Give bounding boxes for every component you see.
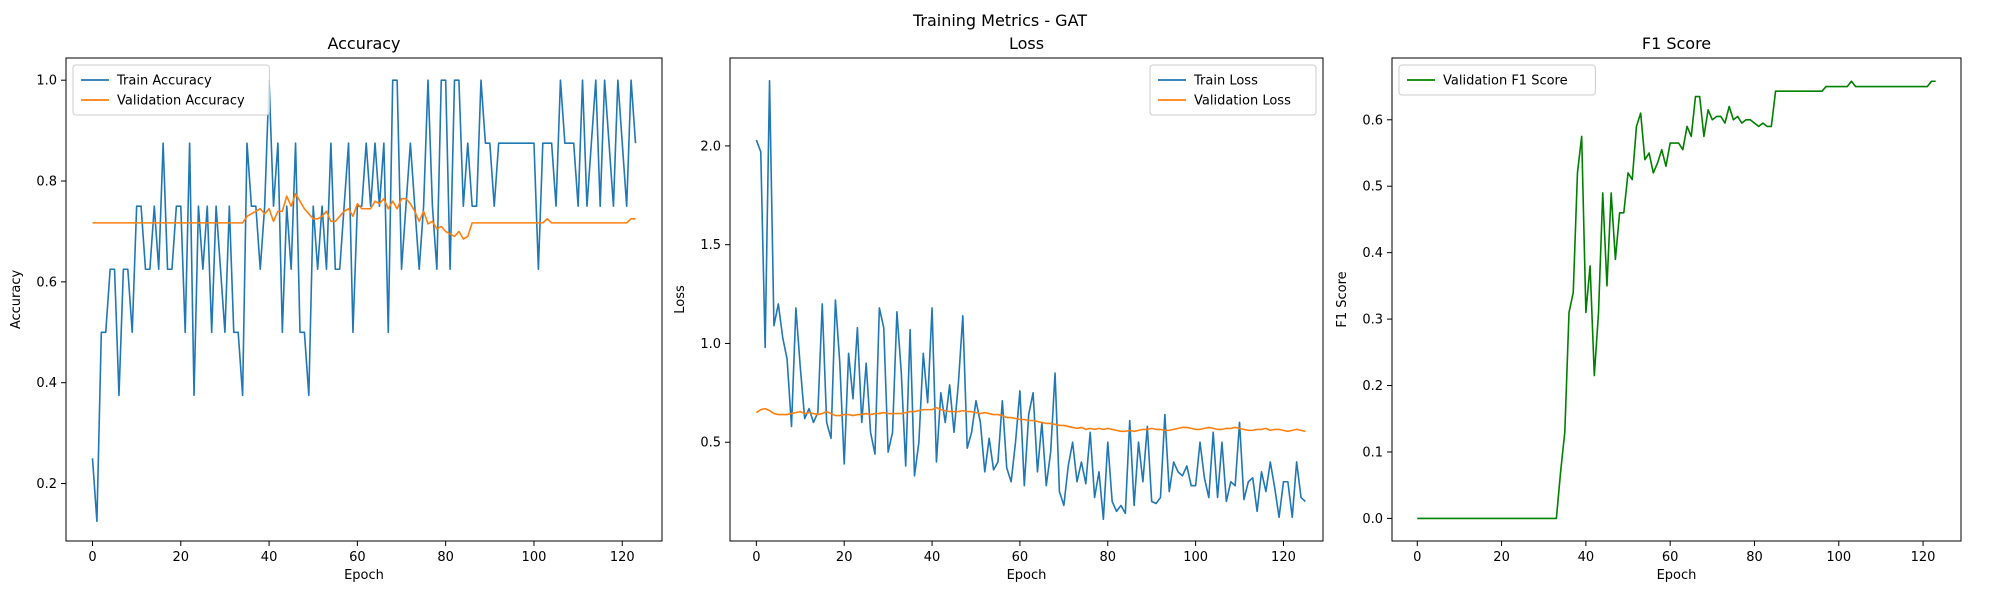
- series-line-train-loss: [755, 79, 1306, 521]
- legend-entry: Train Accuracy: [116, 74, 212, 89]
- chart-panel-accuracy: Accuracy 0 20 40 60 80 100 120 0.2 0.4 0.6 0.8 1.0 Ep…: [9, 34, 663, 583]
- legend: Train Loss Validation Loss: [1149, 64, 1317, 116]
- x-tick-label: 0: [1413, 550, 1421, 565]
- legend-entry: Validation Loss: [1194, 94, 1291, 109]
- x-tick-label: 120: [1271, 550, 1296, 565]
- x-tick-label: 120: [1911, 550, 1936, 565]
- legend: Train Accuracy Validation Accuracy: [72, 64, 270, 116]
- x-tick-label: 80: [1746, 550, 1763, 565]
- x-tick-label: 20: [1493, 550, 1510, 565]
- y-tick-label: 0.6: [36, 275, 57, 290]
- legend: Validation F1 Score: [1398, 64, 1596, 96]
- y-tick-label: 1.0: [36, 74, 57, 89]
- axes-frame: [729, 57, 1324, 542]
- figure-suptitle: Training Metrics - GAT: [912, 11, 1087, 30]
- x-tick-label: 20: [836, 550, 853, 565]
- x-tick-label: 100: [1826, 550, 1851, 565]
- legend-entry: Validation F1 Score: [1443, 74, 1568, 89]
- series-line-train-accuracy: [91, 79, 637, 523]
- x-tick-label: 60: [1662, 550, 1679, 565]
- x-tick-label: 80: [437, 550, 454, 565]
- legend-box: [1149, 64, 1317, 116]
- y-tick-label: 0.2: [36, 477, 57, 492]
- y-tick-label: 0.6: [1362, 113, 1383, 128]
- y-tick-label: 0.4: [1362, 246, 1383, 261]
- x-tick-label: 40: [261, 550, 278, 565]
- legend-box: [1398, 64, 1596, 96]
- x-tick-label: 20: [173, 550, 190, 565]
- y-tick-label: 0.4: [36, 376, 57, 391]
- x-tick-label: 0: [88, 550, 96, 565]
- y-tick-label: 1.5: [700, 238, 721, 253]
- chart-title: Accuracy: [327, 34, 400, 53]
- y-tick-label: 0.2: [1362, 379, 1383, 394]
- y-tick-label: 2.0: [700, 139, 721, 154]
- chart-title: F1 Score: [1642, 34, 1711, 53]
- x-tick-label: 0: [752, 550, 760, 565]
- y-tick-label: 0.8: [36, 175, 57, 190]
- chart-title: Loss: [1009, 34, 1044, 53]
- y-tick-label: 0.3: [1362, 313, 1383, 328]
- legend-box: [72, 64, 270, 116]
- chart-panel-loss: Loss 0 20 40 60 80 100 120 0.5 1.0 1.5 2.0 Epoch Loss…: [673, 34, 1324, 583]
- x-tick-label: 60: [1012, 550, 1029, 565]
- x-tick-label: 80: [1099, 550, 1116, 565]
- x-tick-label: 60: [349, 550, 366, 565]
- x-tick-label: 100: [522, 550, 547, 565]
- y-axis-label: F1 Score: [1335, 271, 1350, 327]
- legend-entry: Validation Accuracy: [117, 94, 245, 109]
- x-tick-label: 40: [1578, 550, 1595, 565]
- y-tick-label: 0.5: [700, 436, 721, 451]
- y-tick-label: 0.0: [1362, 512, 1383, 527]
- x-axis-label: Epoch: [344, 568, 384, 583]
- y-tick-label: 0.5: [1362, 180, 1383, 195]
- y-axis-label: Accuracy: [9, 270, 24, 330]
- legend-entry: Train Loss: [1193, 74, 1258, 89]
- axes-frame: [1391, 57, 1962, 542]
- axes-frame: [65, 57, 663, 542]
- x-tick-label: 40: [924, 550, 941, 565]
- chart-panel-f1-score: F1 Score 0 20 40 60 80 100 120 0.0 0.1 0.2 0.3 0.4 0.…: [1335, 34, 1962, 583]
- series-line-validation-loss: [755, 406, 1306, 433]
- y-axis-label: Loss: [673, 285, 688, 314]
- x-tick-label: 120: [610, 550, 635, 565]
- x-axis-label: Epoch: [1007, 568, 1047, 583]
- x-axis-label: Epoch: [1657, 568, 1697, 583]
- y-tick-label: 1.0: [700, 337, 721, 352]
- x-tick-label: 100: [1183, 550, 1208, 565]
- series-line-validation-f1-score: [1417, 80, 1936, 520]
- series-line-validation-accuracy: [92, 192, 636, 240]
- y-tick-label: 0.1: [1362, 445, 1383, 460]
